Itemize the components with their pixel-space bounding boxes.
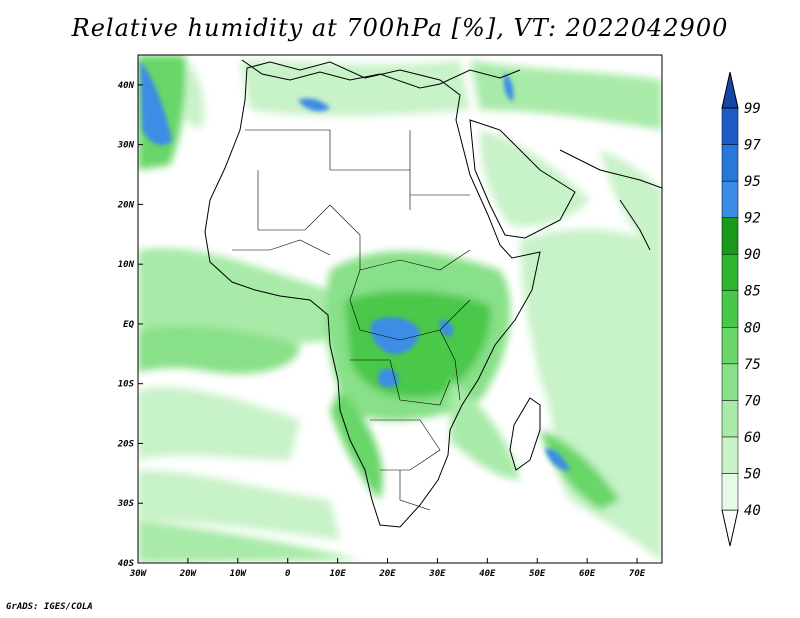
madagascar-coastline	[509, 397, 541, 471]
country-borders	[232, 129, 471, 511]
map-title: Relative humidity at 700hPa [%], VT: 202…	[71, 14, 729, 42]
europe-coastline	[241, 59, 521, 89]
colorbar-level-label: 60	[744, 430, 761, 446]
colorbar-segment	[721, 107, 739, 145]
colorbar-segment	[721, 400, 739, 438]
lat-tick-label: 20S	[117, 439, 135, 449]
humidity-field	[138, 55, 662, 563]
lat-tick-label: 30S	[117, 499, 135, 509]
lon-tick-label: 20E	[378, 569, 396, 579]
plot-frame	[137, 54, 663, 564]
colorbar-segment	[721, 290, 739, 328]
longitude-axis: 30W 20W 10W 0 10E 20E 30E 40E 50E 60E 70E	[129, 558, 646, 579]
lat-tick-label: 40N	[118, 81, 135, 91]
lon-tick-label: 50E	[529, 569, 546, 579]
africa-coastline	[204, 61, 541, 528]
colorbar-min-arrow	[721, 509, 739, 547]
lon-tick-label: 30E	[428, 569, 446, 579]
lon-tick-label: 10W	[230, 569, 248, 579]
colorbar-level-label: 90	[744, 247, 761, 263]
colorbar-segment	[721, 473, 739, 511]
lon-tick-label: 10E	[329, 569, 346, 579]
lon-tick-label: 20W	[179, 569, 198, 579]
colorbar-level-label: 75	[744, 357, 761, 373]
lon-tick-label: 30W	[129, 569, 148, 579]
colorbar-max-arrow	[721, 71, 739, 109]
lat-tick-label: 30N	[117, 141, 135, 151]
colorbar-segment	[721, 253, 739, 291]
lat-tick-label: 10N	[118, 260, 135, 270]
colorbar-level-label: 97	[744, 138, 761, 154]
colorbar-segment	[721, 144, 739, 182]
coastlines	[204, 59, 662, 528]
colorbar-segment	[721, 363, 739, 401]
colorbar-segment	[721, 180, 739, 218]
colorbar-level-label: 80	[744, 320, 761, 336]
lon-tick-label: 60E	[579, 569, 596, 579]
colorbar-segment	[721, 436, 739, 474]
lat-tick-label: EQ	[123, 320, 134, 330]
lon-tick-label: 70E	[629, 569, 646, 579]
colorbar-level-label: 85	[744, 284, 761, 300]
lon-tick-label: 0	[285, 569, 291, 579]
colorbar-segment	[721, 327, 739, 365]
lat-tick-label: 20N	[117, 200, 135, 210]
colorbar-level-label: 70	[744, 393, 761, 409]
latitude-axis: 40S 30S 20S 10S EQ 10N 20N 30N 40N	[117, 81, 143, 569]
arabia-coastline	[469, 119, 576, 239]
asia-coastline	[559, 149, 662, 189]
lat-tick-label: 10S	[118, 380, 135, 390]
lon-tick-label: 40E	[479, 569, 496, 579]
colorbar-level-label: 99	[744, 101, 761, 117]
colorbar-level-label: 92	[744, 211, 761, 227]
lat-tick-label: 40S	[118, 559, 135, 569]
colorbar-level-label: 40	[744, 503, 761, 519]
colorbar-level-label: 95	[744, 174, 761, 190]
footer-credit: GrADS: IGES/COLA	[6, 602, 93, 612]
colorbar-segment	[721, 217, 739, 255]
colorbar-level-label: 50	[744, 466, 761, 482]
colorbar-legend: 40 50 60 70 75 80 85 90 92 95 97 99	[721, 71, 761, 547]
